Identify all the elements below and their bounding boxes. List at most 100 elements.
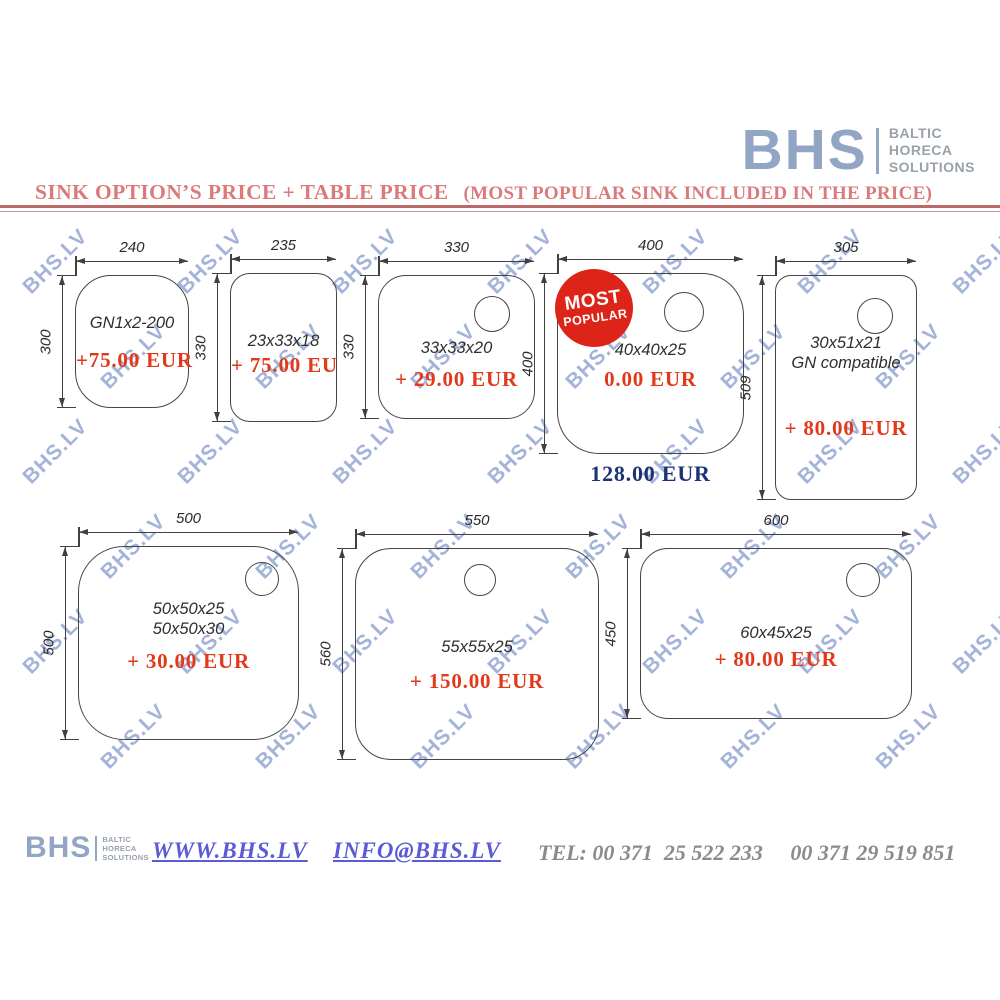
- extension-line: [640, 529, 641, 549]
- dimension-line: [558, 259, 743, 260]
- arrow-up-icon: [362, 276, 368, 285]
- watermark: BHS.LV: [173, 414, 248, 489]
- extension-line: [57, 407, 76, 408]
- width-dimension-label: 235: [270, 237, 297, 254]
- sink-size-label-line: 50x50x30: [152, 620, 225, 639]
- brand-tagline-line: BALTIC: [102, 834, 132, 844]
- extension-line: [212, 421, 231, 422]
- extension-line: [356, 529, 357, 549]
- extension-line: [79, 527, 80, 547]
- watermark: BHS.LV: [948, 604, 1000, 679]
- dimension-line: [79, 532, 298, 533]
- dimension-line: [65, 547, 66, 739]
- extension-line: [379, 256, 380, 276]
- width-dimension-label: 600: [763, 512, 789, 529]
- sink-diagram: 330 330 33x33x20 + 29.00 EUR: [341, 239, 535, 419]
- extension-line: [539, 453, 558, 454]
- width-dimension-label: 550: [464, 512, 490, 529]
- dimension-line: [356, 534, 598, 535]
- arrow-up-icon: [624, 549, 630, 558]
- website-link[interactable]: WWW.BHS.LV: [152, 838, 308, 863]
- brand-tagline-line: SOLUTIONS: [888, 158, 975, 175]
- brand-name: BHS: [741, 118, 868, 182]
- brand-divider: [95, 835, 98, 861]
- brand-tagline: BALTIC HORECA SOLUTIONS: [889, 125, 975, 175]
- most-popular-badge: MOST POPULAR: [549, 263, 639, 353]
- extension-line: [360, 418, 379, 419]
- phone-numbers: TEL: 00 371 25 522 233 00 371 29 519 851: [538, 840, 956, 865]
- brand-tagline: BALTIC HORECA SOLUTIONS: [102, 835, 148, 862]
- sink-size-label: 55x55x25: [356, 637, 598, 658]
- sink-option-price: + 75.00 EU: [231, 353, 338, 378]
- arrow-down-icon: [214, 412, 220, 421]
- watermark: BHS.LV: [948, 224, 1000, 299]
- sink-size-label: 23x33x18: [231, 331, 336, 352]
- extension-line: [539, 273, 558, 274]
- arrow-down-icon: [59, 398, 65, 407]
- arrow-right-icon: [179, 258, 188, 264]
- sink-size-label: 60x45x25: [641, 623, 911, 644]
- extension-line: [557, 254, 558, 274]
- sink-size-label: 40x40x25: [558, 340, 743, 361]
- height-dimension-label: 330: [192, 334, 210, 361]
- arrow-down-icon: [362, 409, 368, 418]
- arrow-down-icon: [339, 750, 345, 759]
- arrow-down-icon: [62, 730, 68, 739]
- brand-tagline-line: HORECA: [102, 843, 137, 853]
- arrow-right-icon: [907, 258, 916, 264]
- sink-size-label: 33x33x20: [379, 338, 534, 359]
- extension-line: [378, 256, 379, 276]
- arrow-down-icon: [759, 490, 765, 499]
- arrow-left-icon: [641, 531, 650, 537]
- arrow-up-icon: [339, 549, 345, 558]
- extension-line: [622, 718, 641, 719]
- title-main-text: SINK OPTION’S PRICE + TABLE PRICE: [35, 180, 449, 204]
- width-dimension-label: 400: [637, 237, 664, 254]
- sink-diagram: 550 560 55x55x25 + 150.00 EUR: [318, 512, 599, 760]
- sink-size-label-line: 55x55x25: [441, 638, 513, 657]
- dimension-line: [62, 276, 63, 407]
- email-link[interactable]: INFO@BHS.LV: [333, 838, 501, 863]
- dimension-line: [379, 261, 534, 262]
- drain-hole: [474, 296, 510, 332]
- sink-size-label-line: GN compatible: [791, 354, 901, 373]
- extension-line: [622, 548, 641, 549]
- arrow-right-icon: [327, 256, 336, 262]
- sink-size-label: GN1x2-200: [76, 313, 188, 334]
- sink-size-label: 30x51x21 GN compatible: [776, 333, 916, 374]
- sink-size-label-line: 30x51x21: [810, 333, 882, 352]
- sink-option-price: + 29.00 EUR: [395, 366, 518, 391]
- arrow-right-icon: [289, 529, 298, 535]
- sink-size-label-line: 40x40x25: [614, 341, 687, 360]
- arrow-up-icon: [214, 274, 220, 283]
- sink-diagram: 235 330 23x33x18 + 75.00 EU: [193, 237, 338, 422]
- brand-logo: BHS BALTIC HORECA SOLUTIONS: [741, 122, 975, 179]
- dimension-line: [365, 276, 366, 418]
- dimension-line: [342, 549, 343, 759]
- sink-size-label-line: 50x50x25: [152, 599, 225, 618]
- arrow-down-icon: [624, 709, 630, 718]
- brand-divider: [875, 127, 879, 174]
- extension-line: [558, 254, 559, 274]
- extension-line: [337, 759, 356, 760]
- extension-line: [757, 499, 776, 500]
- drain-hole: [664, 292, 704, 332]
- height-dimension-label: 500: [40, 630, 58, 656]
- arrow-left-icon: [776, 258, 785, 264]
- sink-size-label-line: 23x33x18: [247, 332, 320, 351]
- drain-hole: [857, 298, 893, 334]
- brand-name: BHS: [25, 831, 92, 864]
- dimension-line: [627, 549, 628, 718]
- height-dimension-label: 330: [340, 334, 358, 360]
- sink-diagram: 400 400 40x40x25 0.00 EUR 128.00 EUR MOST POPU…: [520, 237, 744, 486]
- height-dimension-label: 560: [317, 641, 335, 667]
- dimension-line: [641, 534, 911, 535]
- sink-diagram: 600 450 60x45x25 + 80.00 EUR: [603, 512, 912, 719]
- extension-line: [641, 529, 642, 549]
- sink-option-price: + 30.00 EUR: [127, 648, 250, 673]
- title-underline-2: [0, 210, 1000, 213]
- sink-size-label-line: GN1x2-200: [89, 313, 175, 332]
- arrow-right-icon: [525, 258, 534, 264]
- footer-brand-logo: BHS BALTIC HORECA SOLUTIONS: [25, 833, 149, 863]
